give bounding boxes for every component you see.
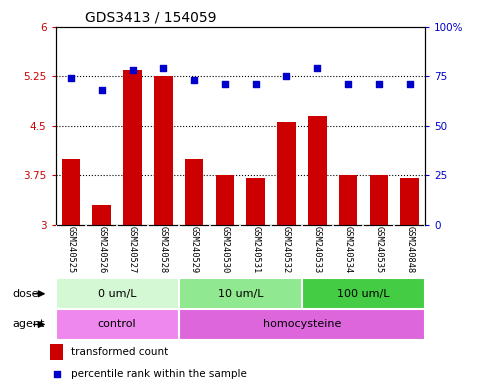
Point (375, 81, 383, 87)
Text: GSM240526: GSM240526 (97, 226, 106, 273)
Text: GSM240527: GSM240527 (128, 226, 137, 273)
Bar (50, 344, 63, 360)
Point (190, 77, 198, 83)
Bar (302, 278, 425, 309)
Point (344, 81, 352, 87)
Text: percentile rank within the sample: percentile rank within the sample (71, 369, 246, 379)
Point (67, 75, 75, 81)
Bar (215, 175, 234, 225)
Bar (369, 175, 388, 225)
Bar (56, 278, 179, 309)
Text: GSM240530: GSM240530 (220, 226, 229, 273)
Bar (277, 122, 296, 225)
Point (283, 73, 290, 79)
Bar (179, 309, 425, 340)
Text: GSM240848: GSM240848 (405, 226, 414, 273)
Text: 10 um/L: 10 um/L (217, 289, 263, 299)
Point (159, 65, 167, 71)
Text: GSM240531: GSM240531 (251, 226, 260, 273)
Point (98, 87, 106, 93)
Text: GSM240532: GSM240532 (282, 226, 291, 273)
Bar (339, 175, 357, 225)
Point (53, 371, 60, 377)
Text: dose: dose (12, 289, 39, 299)
Text: GDS3413 / 154059: GDS3413 / 154059 (85, 10, 216, 24)
Bar (123, 70, 142, 225)
Point (313, 65, 321, 71)
Text: GSM240534: GSM240534 (343, 226, 353, 273)
Bar (246, 179, 265, 225)
Text: GSM240535: GSM240535 (374, 226, 384, 273)
Text: control: control (98, 319, 136, 329)
Text: GSM240533: GSM240533 (313, 226, 322, 273)
Bar (308, 116, 327, 225)
Text: agent: agent (12, 319, 44, 329)
Text: transformed count: transformed count (71, 347, 168, 357)
Text: GSM240525: GSM240525 (67, 226, 75, 273)
Text: GSM240528: GSM240528 (159, 226, 168, 273)
Text: 100 um/L: 100 um/L (337, 289, 390, 299)
Bar (185, 159, 203, 225)
Point (128, 67, 136, 73)
Bar (154, 76, 172, 225)
Point (221, 81, 229, 87)
Point (406, 81, 413, 87)
Bar (92, 205, 111, 225)
Bar (179, 278, 302, 309)
Bar (400, 179, 419, 225)
Text: GSM240529: GSM240529 (190, 226, 199, 273)
Text: homocysteine: homocysteine (263, 319, 341, 329)
Point (252, 81, 259, 87)
Bar (56, 309, 179, 340)
Text: 0 um/L: 0 um/L (98, 289, 136, 299)
Bar (62, 159, 80, 225)
